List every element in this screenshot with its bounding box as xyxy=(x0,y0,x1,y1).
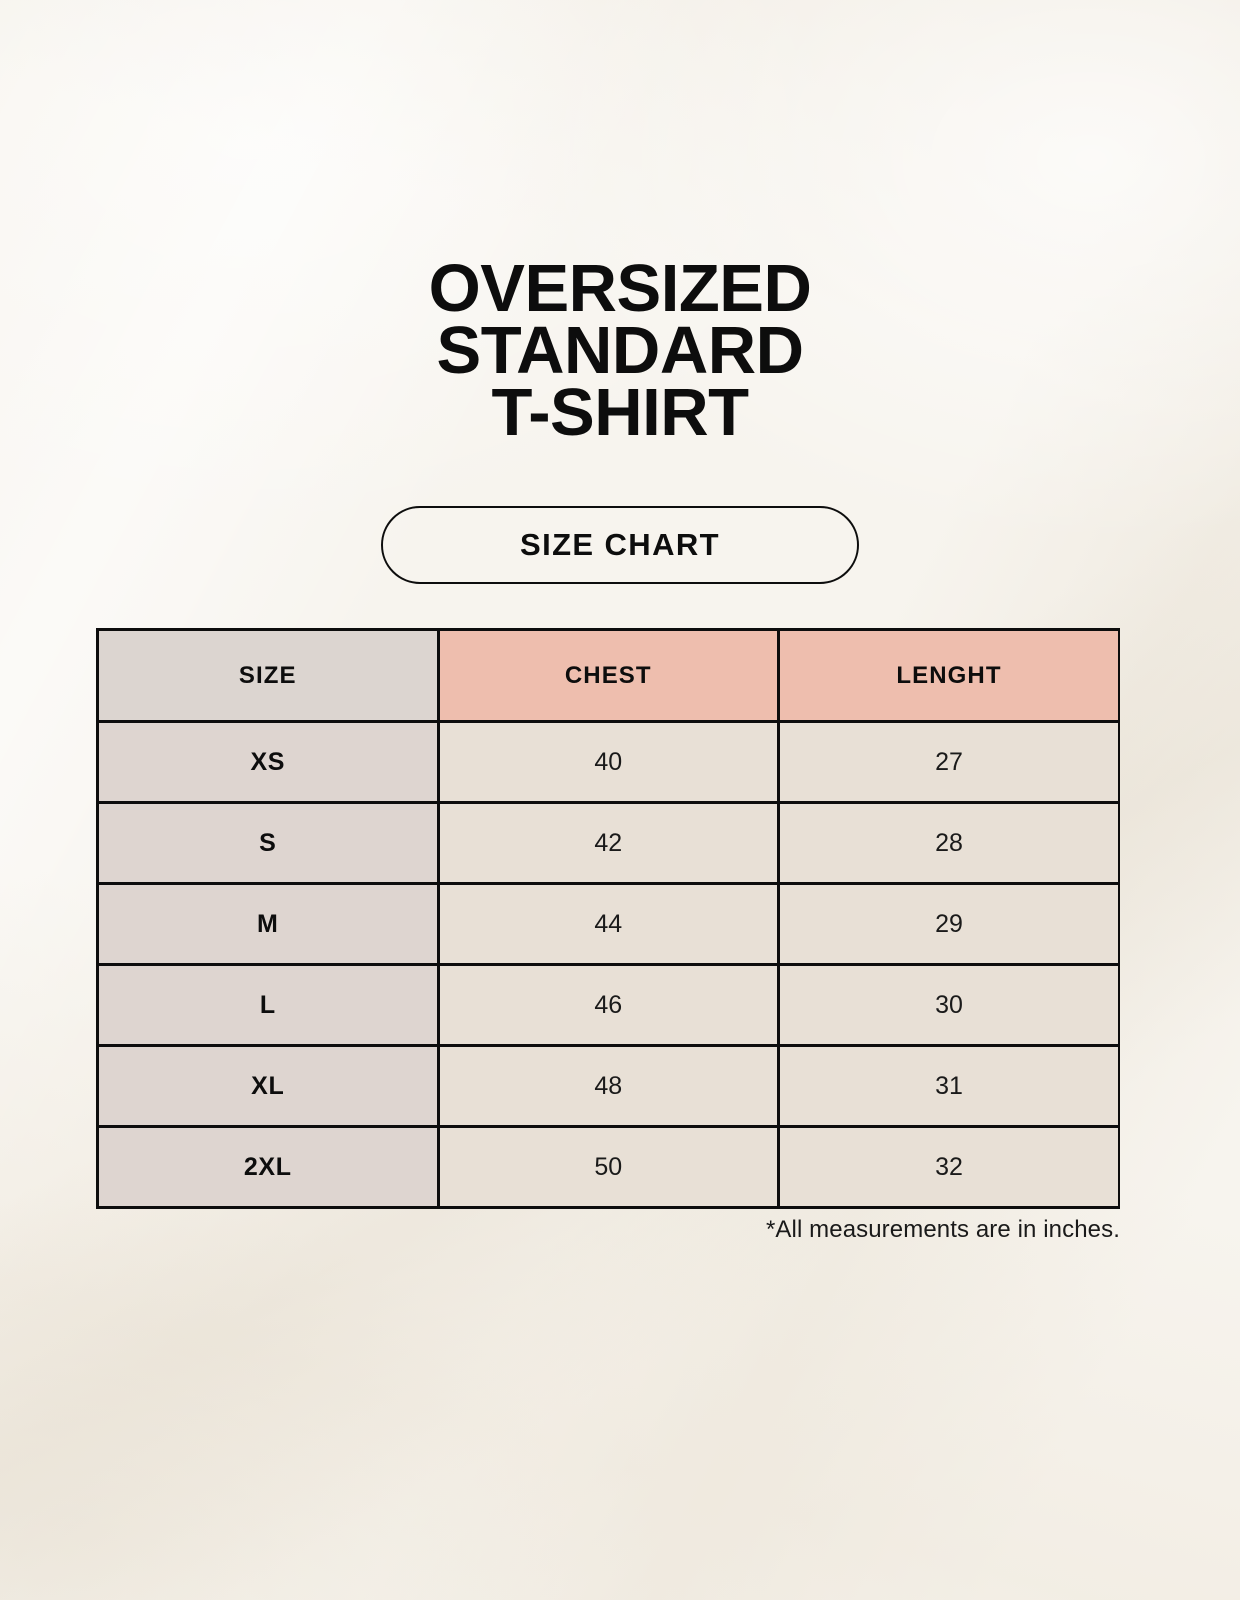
cell-chest: 44 xyxy=(438,883,780,966)
cell-length: 27 xyxy=(778,721,1119,804)
table-row: M 44 29 xyxy=(97,883,1119,966)
table-row: XS 40 27 xyxy=(97,721,1119,804)
measurements-footnote: *All measurements are in inches. xyxy=(765,1216,1120,1243)
cell-size: 2XL xyxy=(97,1126,440,1208)
size-table-container: SIZE CHEST LENGHT XS 40 27 S 42 28 M xyxy=(96,628,1120,1209)
page-title: OVERSIZED STANDARD T-SHIRT xyxy=(0,251,1240,450)
size-chart-badge-label: SIZE CHART xyxy=(520,527,720,562)
table-header-row: SIZE CHEST LENGHT xyxy=(97,629,1119,723)
cell-size: S xyxy=(97,802,440,885)
cell-length: 29 xyxy=(778,883,1119,966)
cell-chest: 48 xyxy=(438,1045,780,1128)
column-header-length: LENGHT xyxy=(778,629,1119,723)
table-row: 2XL 50 32 xyxy=(97,1126,1119,1208)
size-table-body: XS 40 27 S 42 28 M 44 29 L 46 30 xyxy=(97,721,1119,1208)
size-table-head: SIZE CHEST LENGHT xyxy=(97,629,1119,723)
cell-size: M xyxy=(97,883,440,966)
table-row: S 42 28 xyxy=(97,802,1119,885)
size-table: SIZE CHEST LENGHT XS 40 27 S 42 28 M xyxy=(96,628,1120,1209)
cell-size: L xyxy=(97,964,440,1047)
title-line-2: STANDARD xyxy=(436,313,804,388)
cell-length: 31 xyxy=(778,1045,1119,1128)
cell-chest: 46 xyxy=(438,964,780,1047)
cell-length: 30 xyxy=(778,964,1119,1047)
cell-size: XS xyxy=(97,721,440,804)
size-chart-badge: SIZE CHART xyxy=(381,506,859,584)
cell-length: 32 xyxy=(778,1126,1119,1208)
table-row: L 46 30 xyxy=(97,964,1119,1047)
title-line-1: OVERSIZED xyxy=(428,251,812,326)
column-header-size: SIZE xyxy=(97,629,440,723)
cell-chest: 40 xyxy=(438,721,780,804)
size-chart-badge-container: SIZE CHART xyxy=(0,506,1240,584)
cell-chest: 42 xyxy=(438,802,780,885)
title-line-3: T-SHIRT xyxy=(491,375,749,450)
cell-chest: 50 xyxy=(438,1126,780,1208)
table-row: XL 48 31 xyxy=(97,1045,1119,1128)
column-header-chest: CHEST xyxy=(438,629,780,723)
cell-length: 28 xyxy=(778,802,1119,885)
cell-size: XL xyxy=(97,1045,440,1128)
